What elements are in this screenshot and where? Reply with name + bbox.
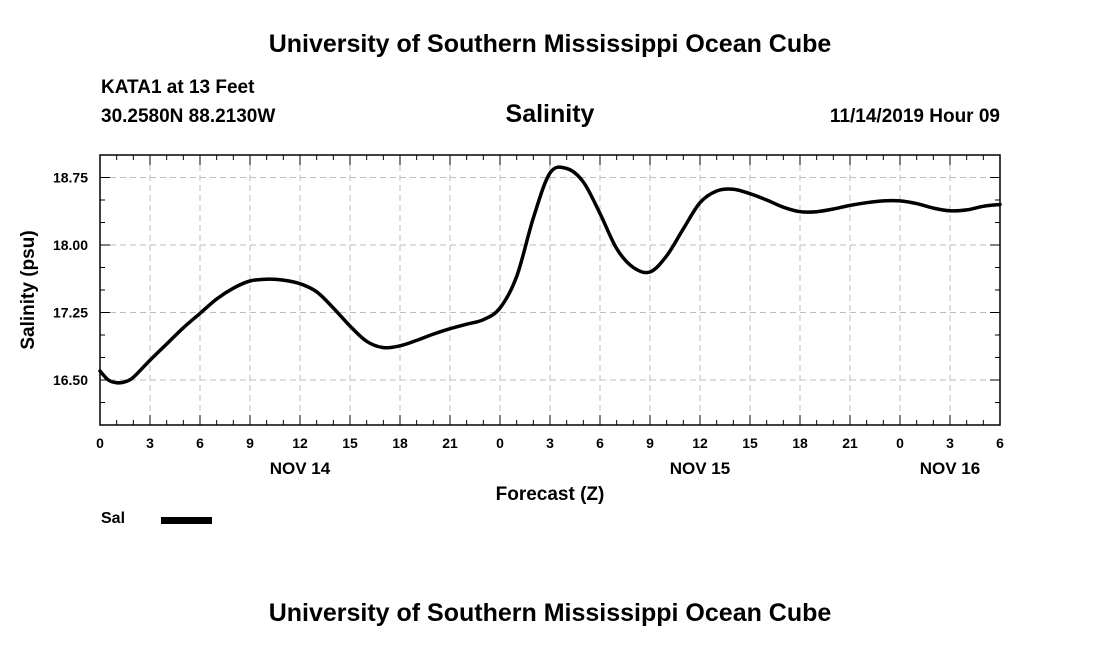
plot-frame: [99, 154, 1001, 426]
station-label: KATA1 at 13 Feet: [101, 77, 255, 98]
x-tick-label: 3: [146, 435, 154, 451]
x-tick-label: 3: [946, 435, 954, 451]
x-tick-label: 12: [292, 435, 308, 451]
x-tick-label: 6: [996, 435, 1004, 451]
y-tick-label: 17.25: [53, 305, 88, 321]
y-axis-label: Salinity (psu): [18, 230, 39, 349]
x-tick-label: 0: [96, 435, 104, 451]
chart-header-title: University of Southern Mississippi Ocean…: [268, 30, 832, 58]
y-tick-label: 16.50: [53, 372, 88, 388]
x-day-label: NOV 16: [920, 459, 980, 478]
x-tick-label: 0: [496, 435, 504, 451]
forecast-datetime: 11/14/2019 Hour 09: [829, 106, 1000, 127]
tick-labels: 0 3 6 9 12 15 18 21 0 3 6 9 12 15 18 21 0 3 6 NOV 14 NOV 15 N…: [53, 170, 1004, 479]
x-tick-label: 6: [596, 435, 604, 451]
chart-footer-title: University of Southern Mississippi Ocean…: [268, 599, 832, 627]
x-tick-label: 18: [392, 435, 408, 451]
legend-label: Sal: [101, 510, 126, 527]
x-tick-label: 15: [342, 435, 358, 451]
grid-lines: [100, 155, 1000, 425]
x-tick-label: 3: [546, 435, 554, 451]
station-coordinates: 30.2580N 88.2130W: [101, 106, 276, 127]
x-tick-label: 18: [792, 435, 808, 451]
series-layer: [98, 165, 1002, 385]
x-tick-label: 12: [692, 435, 708, 451]
x-tick-label: 6: [196, 435, 204, 451]
legend-swatch: [161, 517, 212, 524]
x-day-label: NOV 15: [670, 459, 730, 478]
x-tick-label: 21: [442, 435, 458, 451]
x-day-label: NOV 14: [270, 459, 331, 478]
x-tick-label: 9: [246, 435, 254, 451]
x-tick-label: 0: [896, 435, 904, 451]
series-line-sal: [98, 165, 1002, 385]
chart-parameter-title: Salinity: [505, 100, 595, 128]
y-tick-label: 18.75: [53, 170, 88, 186]
x-tick-label: 21: [842, 435, 858, 451]
x-tick-label: 15: [742, 435, 758, 451]
axis-ticks: [99, 154, 1001, 426]
x-tick-label: 9: [646, 435, 654, 451]
y-tick-label: 18.00: [53, 237, 88, 253]
x-axis-label: Forecast (Z): [496, 484, 605, 505]
